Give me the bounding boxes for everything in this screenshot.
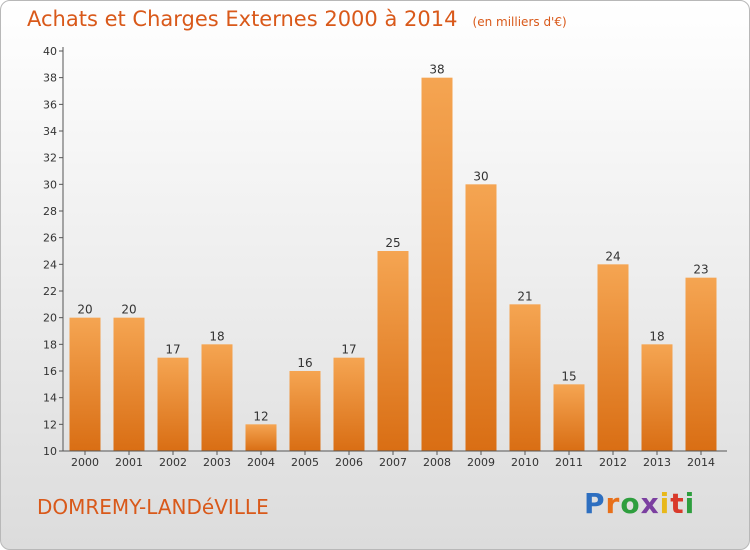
y-tick-label-40: 40: [43, 45, 57, 58]
chart-subtitle: (en milliers d'€): [472, 15, 567, 29]
bar-value-label-2006: 17: [341, 343, 356, 357]
bars-layer: 20 20 17 18 12 16 17 25 38 30 21 15 24 18 23: [69, 63, 717, 452]
axes-layer: 2000 2001 2002 2003 2004 2005 2006 2007 2008 2009…: [43, 45, 727, 469]
y-tick-label-16: 16: [43, 365, 57, 378]
bar-value-label-2012: 24: [605, 249, 620, 263]
chart-title-main: Achats et Charges Externes 2000 à 2014: [27, 7, 458, 31]
y-tick-label-26: 26: [43, 232, 57, 245]
x-tick-label-2000: 2000: [71, 456, 99, 469]
chart-title: Achats et Charges Externes 2000 à 2014 (…: [27, 7, 567, 31]
bar-value-label-2005: 16: [297, 356, 312, 370]
bar-2004: [245, 424, 277, 451]
bar-value-label-2001: 20: [121, 303, 136, 317]
x-tick-label-2011: 2011: [555, 456, 583, 469]
y-tick-label-34: 34: [43, 125, 57, 138]
y-tick-label-20: 20: [43, 312, 57, 325]
x-tick-label-2001: 2001: [115, 456, 143, 469]
y-tick-label-36: 36: [43, 98, 57, 111]
x-tick-label-2006: 2006: [335, 456, 363, 469]
y-tick-label-12: 12: [43, 418, 57, 431]
bar-value-label-2002: 17: [165, 343, 180, 357]
logo-letter: x: [640, 487, 660, 520]
y-tick-label-28: 28: [43, 205, 57, 218]
bar-2003: [201, 344, 233, 451]
y-tick-label-38: 38: [43, 72, 57, 85]
bar-value-label-2004: 12: [253, 409, 268, 423]
x-tick-label-2002: 2002: [159, 456, 187, 469]
proxiti-logo: Proxiti: [584, 487, 695, 520]
y-tick-label-14: 14: [43, 392, 57, 405]
y-tick-label-24: 24: [43, 258, 57, 271]
x-tick-label-2014: 2014: [687, 456, 715, 469]
y-tick-label-22: 22: [43, 285, 57, 298]
bar-2005: [289, 371, 321, 451]
bar-2010: [509, 304, 541, 451]
x-tick-label-2008: 2008: [423, 456, 451, 469]
y-tick-label-10: 10: [43, 445, 57, 458]
x-tick-label-2003: 2003: [203, 456, 231, 469]
y-tick-label-32: 32: [43, 152, 57, 165]
bar-value-label-2014: 23: [693, 263, 708, 277]
x-tick-label-2007: 2007: [379, 456, 407, 469]
bar-value-label-2003: 18: [209, 329, 224, 343]
y-tick-label-18: 18: [43, 338, 57, 351]
bar-value-label-2011: 15: [561, 369, 576, 383]
y-tick-label-30: 30: [43, 178, 57, 191]
bar-2012: [597, 264, 629, 451]
bar-2009: [465, 184, 497, 452]
logo-letter: o: [620, 487, 641, 520]
x-tick-label-2004: 2004: [247, 456, 275, 469]
bar-value-label-2013: 18: [649, 329, 664, 343]
bar-value-label-2000: 20: [77, 303, 92, 317]
bar-2007: [377, 251, 409, 451]
x-tick-label-2005: 2005: [291, 456, 319, 469]
logo-letter: r: [605, 487, 621, 520]
bar-2006: [333, 357, 365, 451]
bar-2001: [113, 317, 145, 451]
logo-letter: P: [584, 487, 606, 520]
x-tick-label-2013: 2013: [643, 456, 671, 469]
x-tick-label-2009: 2009: [467, 456, 495, 469]
bar-2014: [685, 277, 717, 451]
bar-value-label-2010: 21: [517, 289, 532, 303]
x-tick-label-2010: 2010: [511, 456, 539, 469]
logo-letter: i: [684, 487, 696, 520]
commune-name: DOMREMY-LANDéVILLE: [37, 495, 269, 519]
bar-2000: [69, 317, 101, 451]
bar-2008: [421, 77, 453, 452]
bar-value-label-2007: 25: [385, 236, 400, 250]
bar-2002: [157, 357, 189, 451]
bar-value-label-2009: 30: [473, 169, 488, 183]
logo-letter: i: [659, 487, 671, 520]
bar-value-label-2008: 38: [429, 63, 444, 77]
bar-2011: [553, 384, 585, 451]
x-tick-label-2012: 2012: [599, 456, 627, 469]
logo-letter: t: [670, 487, 685, 520]
bar-2013: [641, 344, 673, 451]
